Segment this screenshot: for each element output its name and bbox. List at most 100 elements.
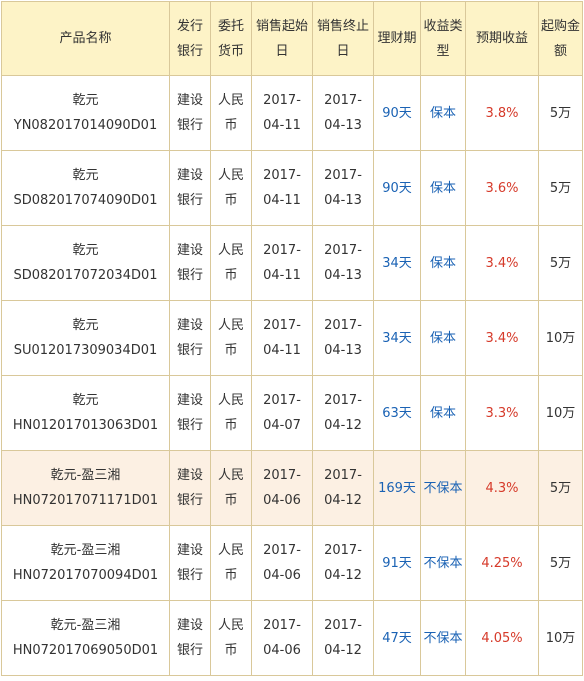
currency-cell: 人民币 (210, 225, 252, 301)
min-amount-cell: 5万 (538, 225, 583, 301)
product-code: SD082017074090D01 (13, 193, 158, 208)
bank-cell: 建设银行 (169, 300, 211, 376)
sale-end-cell: 2017-04-13 (312, 300, 374, 376)
product-name-cell: 乾元-盈三湘 HN072017069050D01 (1, 600, 170, 676)
income-type-cell: 不保本 (420, 450, 466, 526)
income-type-cell: 不保本 (420, 525, 466, 601)
header-expected-return: 预期收益 (465, 1, 539, 76)
sale-start-cell: 2017-04-11 (251, 75, 313, 151)
expected-return-cell: 3.3% (465, 375, 539, 451)
table-row: 乾元-盈三湘 HN072017069050D01 建设银行 人民币 2017-04-06… (1, 600, 583, 676)
income-type-cell: 不保本 (420, 600, 466, 676)
expected-return-cell: 4.3% (465, 450, 539, 526)
header-bank: 发行银行 (169, 1, 211, 76)
term-cell: 90天 (373, 150, 421, 226)
expected-return-cell: 3.6% (465, 150, 539, 226)
header-sale-end: 销售终止日 (312, 1, 374, 76)
term-cell: 91天 (373, 525, 421, 601)
expected-return-cell: 4.05% (465, 600, 539, 676)
sale-start-cell: 2017-04-06 (251, 600, 313, 676)
product-name: 乾元 (72, 243, 99, 258)
currency-cell: 人民币 (210, 300, 252, 376)
currency-cell: 人民币 (210, 600, 252, 676)
sale-end-cell: 2017-04-12 (312, 375, 374, 451)
sale-end-cell: 2017-04-12 (312, 525, 374, 601)
header-term: 理财期 (373, 1, 421, 76)
expected-return-cell: 3.4% (465, 225, 539, 301)
product-name: 乾元-盈三湘 (50, 618, 121, 633)
min-amount-cell: 5万 (538, 450, 583, 526)
bank-cell: 建设银行 (169, 450, 211, 526)
product-name-cell: 乾元-盈三湘 HN072017070094D01 (1, 525, 170, 601)
term-cell: 34天 (373, 225, 421, 301)
table-row: 乾元 YN082017014090D01 建设银行 人民币 2017-04-11 2017… (1, 75, 583, 151)
income-type-cell: 保本 (420, 75, 466, 151)
expected-return-cell: 3.8% (465, 75, 539, 151)
table-header-row: 产品名称 发行银行 委托货币 销售起始日 销售终止日 理财期 收益类型 预期收益… (1, 1, 583, 76)
bank-cell: 建设银行 (169, 75, 211, 151)
header-income-type: 收益类型 (420, 1, 466, 76)
expected-return-cell: 3.4% (465, 300, 539, 376)
product-name-cell: 乾元-盈三湘 HN072017071171D01 (1, 450, 170, 526)
min-amount-cell: 10万 (538, 375, 583, 451)
min-amount-cell: 10万 (538, 600, 583, 676)
product-name-cell: 乾元 SD082017074090D01 (1, 150, 170, 226)
currency-cell: 人民币 (210, 375, 252, 451)
min-amount-cell: 5万 (538, 525, 583, 601)
income-type-cell: 保本 (420, 150, 466, 226)
product-code: SD082017072034D01 (13, 268, 158, 283)
sale-start-cell: 2017-04-06 (251, 450, 313, 526)
min-amount-cell: 5万 (538, 75, 583, 151)
header-product-name: 产品名称 (1, 1, 170, 76)
product-name: 乾元 (72, 393, 99, 408)
currency-cell: 人民币 (210, 450, 252, 526)
product-name: 乾元 (72, 318, 99, 333)
product-name: 乾元-盈三湘 (50, 468, 121, 483)
sale-end-cell: 2017-04-13 (312, 150, 374, 226)
bank-cell: 建设银行 (169, 150, 211, 226)
product-code: HN072017070094D01 (12, 568, 159, 583)
sale-end-cell: 2017-04-12 (312, 600, 374, 676)
bank-cell: 建设银行 (169, 600, 211, 676)
product-name-cell: 乾元 SU012017309034D01 (1, 300, 170, 376)
table-row: 乾元 SD082017072034D01 建设银行 人民币 2017-04-11 2017… (1, 225, 583, 301)
term-cell: 47天 (373, 600, 421, 676)
product-code: SU012017309034D01 (13, 343, 158, 358)
product-name: 乾元 (72, 93, 99, 108)
bank-cell: 建设银行 (169, 525, 211, 601)
expected-return-cell: 4.25% (465, 525, 539, 601)
currency-cell: 人民币 (210, 150, 252, 226)
table-row: 乾元 SD082017074090D01 建设银行 人民币 2017-04-11 2017… (1, 150, 583, 226)
sale-start-cell: 2017-04-11 (251, 300, 313, 376)
product-name-cell: 乾元 HN012017013063D01 (1, 375, 170, 451)
income-type-cell: 保本 (420, 300, 466, 376)
sale-end-cell: 2017-04-13 (312, 225, 374, 301)
product-name-cell: 乾元 YN082017014090D01 (1, 75, 170, 151)
bank-cell: 建设银行 (169, 375, 211, 451)
income-type-cell: 保本 (420, 225, 466, 301)
product-name-cell: 乾元 SD082017072034D01 (1, 225, 170, 301)
product-code: HN072017069050D01 (12, 643, 159, 658)
term-cell: 34天 (373, 300, 421, 376)
table-row: 乾元 SU012017309034D01 建设银行 人民币 2017-04-11 2017… (1, 300, 583, 376)
sale-start-cell: 2017-04-11 (251, 225, 313, 301)
sale-start-cell: 2017-04-07 (251, 375, 313, 451)
table-row: 乾元 HN012017013063D01 建设银行 人民币 2017-04-07 2017… (1, 375, 583, 451)
income-type-cell: 保本 (420, 375, 466, 451)
term-cell: 63天 (373, 375, 421, 451)
sale-start-cell: 2017-04-11 (251, 150, 313, 226)
table-row: 乾元-盈三湘 HN072017070094D01 建设银行 人民币 2017-04-06… (1, 525, 583, 601)
min-amount-cell: 5万 (538, 150, 583, 226)
currency-cell: 人民币 (210, 75, 252, 151)
term-cell: 90天 (373, 75, 421, 151)
min-amount-cell: 10万 (538, 300, 583, 376)
bank-cell: 建设银行 (169, 225, 211, 301)
table-row: 乾元-盈三湘 HN072017071171D01 建设银行 人民币 2017-04-06… (1, 450, 583, 526)
product-code: HN012017013063D01 (12, 418, 159, 433)
header-currency: 委托货币 (210, 1, 252, 76)
sale-start-cell: 2017-04-06 (251, 525, 313, 601)
sale-end-cell: 2017-04-13 (312, 75, 374, 151)
currency-cell: 人民币 (210, 525, 252, 601)
term-cell: 169天 (373, 450, 421, 526)
